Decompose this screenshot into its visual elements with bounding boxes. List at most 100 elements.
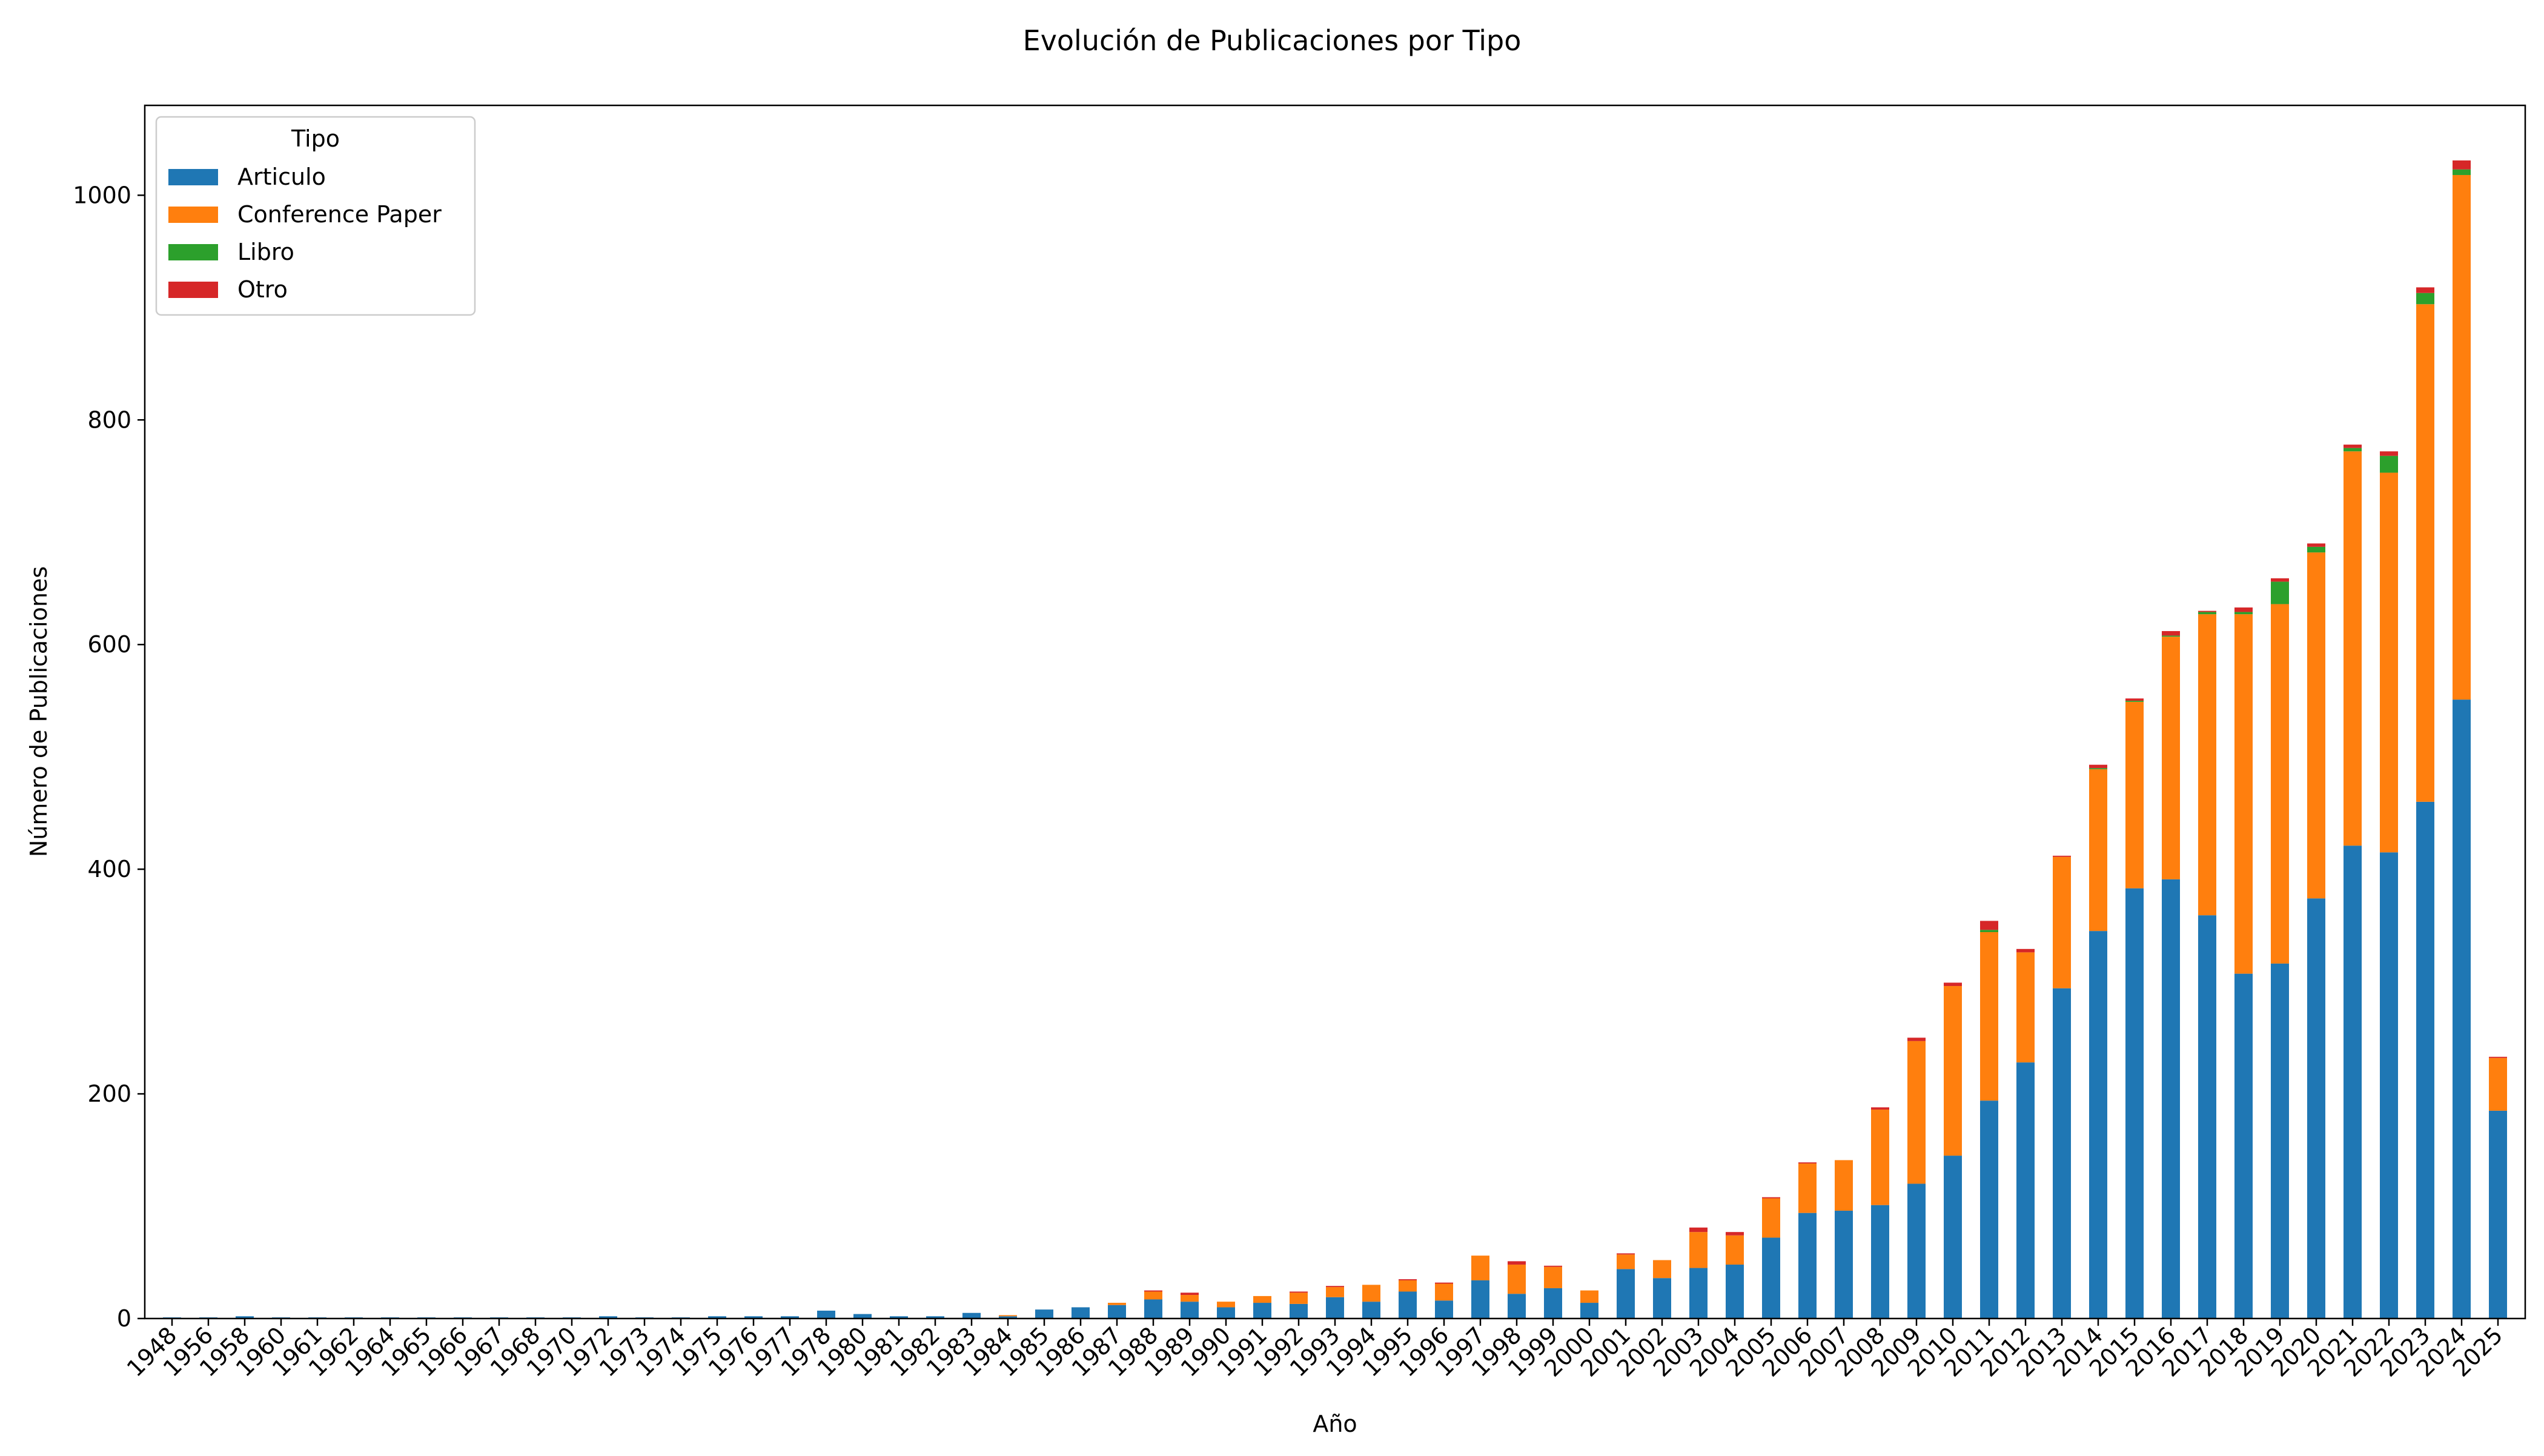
bar-libro-2017 [2198, 612, 2216, 615]
bar-articulo-2003 [1689, 1268, 1708, 1319]
bar-articulo-1993 [1326, 1297, 1344, 1319]
bar-articulo-1999 [1544, 1288, 1562, 1319]
bar-otro-2022 [2380, 451, 2398, 456]
legend-title: Tipo [291, 125, 340, 152]
bar-conference-paper-1995 [1399, 1280, 1417, 1292]
bar-libro-2023 [2416, 293, 2434, 305]
bar-articulo-2022 [2380, 852, 2398, 1319]
bar-articulo-1985 [1035, 1309, 1053, 1319]
plot-frame [144, 104, 2526, 1320]
bar-libro-2015 [2125, 700, 2144, 702]
legend-swatch [168, 169, 218, 185]
bar-otro-1988 [1144, 1290, 1162, 1292]
bar-libro-2024 [2453, 169, 2471, 175]
bar-otro-1999 [1544, 1265, 1562, 1267]
bar-conference-paper-1993 [1326, 1287, 1344, 1297]
bar-conference-paper-1999 [1544, 1266, 1562, 1288]
bar-otro-2001 [1617, 1253, 1635, 1255]
bar-otro-2018 [2234, 607, 2253, 612]
bar-conference-paper-1987 [1108, 1303, 1126, 1305]
bar-articulo-1987 [1108, 1305, 1126, 1319]
bar-otro-2004 [1726, 1232, 1744, 1236]
y-axis-label: Número de Publicaciones [25, 566, 52, 857]
bar-articulo-1990 [1217, 1307, 1235, 1319]
bar-conference-paper-2023 [2416, 304, 2434, 802]
bar-otro-2003 [1689, 1227, 1708, 1233]
legend: Tipo Articulo Conference Paper Libro Otro [155, 116, 476, 316]
bar-libro-2016 [2162, 635, 2180, 637]
bar-articulo-2018 [2234, 973, 2253, 1319]
bar-articulo-2025 [2489, 1110, 2507, 1319]
bar-articulo-2006 [1798, 1213, 1817, 1319]
bar-articulo-1972 [599, 1316, 617, 1319]
bar-articulo-1995 [1399, 1291, 1417, 1319]
bar-conference-paper-2022 [2380, 472, 2398, 853]
bar-otro-2017 [2198, 611, 2216, 612]
bar-conference-paper-2006 [1798, 1163, 1817, 1213]
bar-libro-2021 [2344, 448, 2362, 452]
bar-otro-1995 [1399, 1279, 1417, 1280]
bar-conference-paper-2009 [1907, 1041, 1926, 1184]
bar-articulo-2023 [2416, 801, 2434, 1319]
bar-articulo-1988 [1144, 1299, 1162, 1319]
bar-articulo-2014 [2089, 931, 2107, 1319]
bar-conference-paper-1984 [999, 1315, 1017, 1317]
bar-otro-2012 [2016, 948, 2035, 953]
bar-conference-paper-2021 [2344, 451, 2362, 846]
y-tick-label: 0 [117, 1305, 131, 1332]
bar-articulo-2012 [2016, 1062, 2035, 1319]
bar-otro-1993 [1326, 1286, 1344, 1288]
y-tick-label: 400 [87, 856, 131, 882]
bar-articulo-1986 [1072, 1307, 1090, 1319]
bar-conference-paper-2018 [2234, 614, 2253, 974]
bar-conference-paper-2008 [1871, 1110, 1889, 1205]
bar-otro-2021 [2344, 445, 2362, 448]
bar-articulo-2013 [2053, 988, 2071, 1319]
x-axis-label: Año [1313, 1411, 1357, 1437]
bar-articulo-1994 [1362, 1302, 1380, 1319]
bar-conference-paper-2019 [2271, 604, 2289, 964]
bar-conference-paper-2025 [2489, 1057, 2507, 1111]
bar-otro-2015 [2125, 698, 2144, 701]
bar-otro-1996 [1435, 1282, 1453, 1284]
bar-conference-paper-2012 [2016, 952, 2035, 1063]
bar-articulo-1975 [708, 1316, 726, 1319]
bar-conference-paper-2015 [2125, 701, 2144, 888]
legend-swatch [168, 282, 218, 298]
bar-conference-paper-2007 [1835, 1160, 1853, 1211]
bar-otro-2019 [2271, 578, 2289, 582]
bar-articulo-2008 [1871, 1205, 1889, 1319]
bar-otro-2006 [1798, 1162, 1817, 1164]
bar-conference-paper-2011 [1980, 932, 1998, 1101]
bar-articulo-2011 [1980, 1100, 1998, 1319]
bar-otro-2016 [2162, 630, 2180, 636]
chart-title: Evolución de Publicaciones por Tipo [1023, 24, 1522, 57]
bar-articulo-1996 [1435, 1300, 1453, 1319]
bar-articulo-1978 [817, 1311, 835, 1319]
bar-otro-2011 [1980, 921, 1998, 930]
legend-items: Articulo Conference Paper Libro Otro [168, 164, 442, 303]
bar-conference-paper-2003 [1689, 1232, 1708, 1268]
bar-conference-paper-2004 [1726, 1235, 1744, 1265]
y-tick-label: 1000 [73, 182, 131, 208]
bar-otro-2013 [2053, 855, 2071, 857]
bar-conference-paper-2000 [1580, 1290, 1598, 1303]
bar-conference-paper-2001 [1617, 1254, 1635, 1269]
x-axis: 1948195619581960196119621964196519661967… [122, 1319, 2508, 1382]
bar-otro-2010 [1944, 982, 1962, 987]
bar-conference-paper-2013 [2053, 856, 2071, 988]
legend-label: Conference Paper [237, 201, 442, 228]
bar-articulo-2009 [1907, 1183, 1926, 1319]
bar-articulo-2000 [1580, 1303, 1598, 1319]
bar-conference-paper-1996 [1435, 1283, 1453, 1301]
bars-layer [163, 160, 2507, 1319]
bar-otro-1998 [1508, 1261, 1526, 1265]
bar-conference-paper-2005 [1762, 1198, 1780, 1238]
bar-conference-paper-1990 [1217, 1302, 1235, 1308]
bar-articulo-1983 [962, 1312, 981, 1319]
y-tick-label: 800 [87, 406, 131, 433]
bar-articulo-2019 [2271, 963, 2289, 1319]
y-tick-label: 200 [87, 1080, 131, 1107]
bar-conference-paper-1992 [1290, 1292, 1308, 1304]
